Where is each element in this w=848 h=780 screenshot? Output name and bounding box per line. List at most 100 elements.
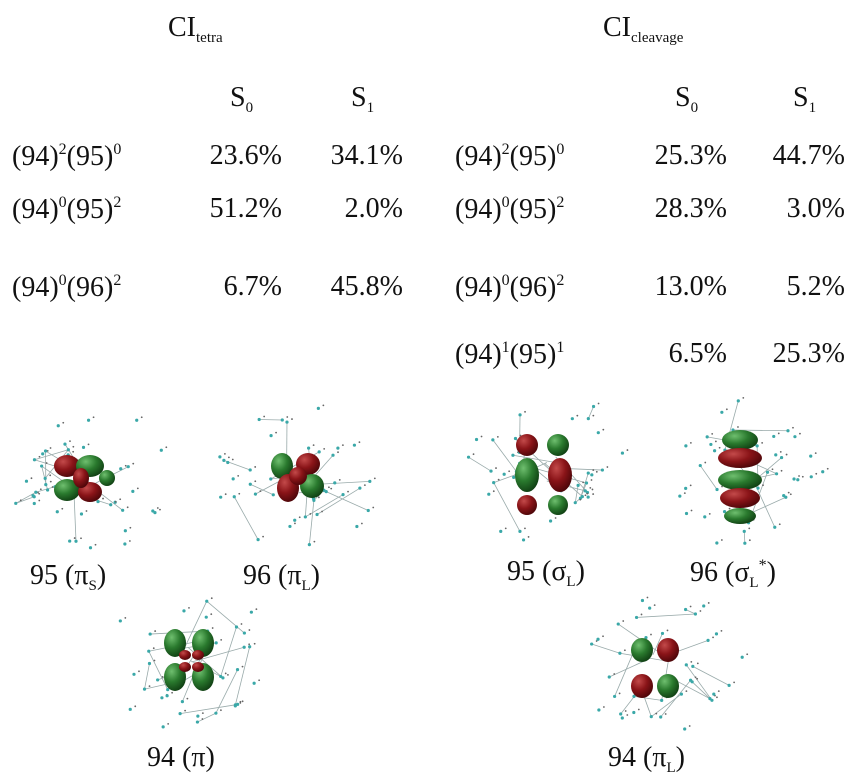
- hydrogen: [40, 488, 42, 490]
- hydrogen: [299, 516, 301, 518]
- hydrogen: [733, 681, 735, 683]
- hydrogen: [737, 426, 739, 428]
- atom: [127, 465, 130, 468]
- atom: [46, 488, 49, 491]
- hydrogen: [665, 713, 667, 715]
- atom: [221, 676, 224, 679]
- occupation: 0: [59, 194, 67, 211]
- atom: [581, 495, 584, 498]
- atom: [487, 493, 490, 496]
- weight: 28.3%: [655, 193, 727, 224]
- atom: [219, 496, 222, 499]
- hydrogen: [799, 433, 801, 435]
- atom: [33, 458, 36, 461]
- hydrogen: [622, 620, 624, 622]
- subscript: tetra: [196, 30, 223, 46]
- main-text: S: [675, 82, 691, 113]
- hydrogen: [263, 416, 265, 418]
- atom: [149, 632, 152, 635]
- molecule: [678, 397, 828, 545]
- table-title: CIcleavage: [603, 14, 683, 46]
- weight: 3.0%: [787, 193, 845, 224]
- hydrogen: [374, 477, 376, 479]
- weight: 13.0%: [655, 271, 727, 302]
- hydrogen: [167, 723, 169, 725]
- atom: [775, 472, 778, 475]
- atom: [333, 481, 336, 484]
- orbital-number: (95): [510, 141, 557, 172]
- atom: [684, 608, 687, 611]
- atom: [143, 687, 146, 690]
- atom: [685, 512, 688, 515]
- hydrogen: [690, 661, 692, 663]
- column-header: S1: [351, 84, 374, 116]
- orbital-label: 96 (σL*): [690, 558, 776, 591]
- atom: [57, 424, 60, 427]
- atom: [587, 417, 590, 420]
- hydrogen: [602, 429, 604, 431]
- atom: [226, 461, 229, 464]
- occupation: 2: [556, 272, 564, 289]
- bond: [234, 497, 258, 540]
- hydrogen: [780, 451, 782, 453]
- hydrogen: [781, 470, 783, 472]
- subscript: cleavage: [631, 30, 683, 46]
- orbital-label: 94 (π): [147, 744, 215, 772]
- atom: [258, 418, 261, 421]
- atom: [756, 444, 759, 447]
- configuration: (94)2(95)0: [455, 142, 564, 171]
- atom: [131, 490, 134, 493]
- bond: [250, 484, 273, 495]
- weight-cell: 28.3%: [655, 195, 727, 223]
- atom: [613, 695, 616, 698]
- atom: [44, 477, 47, 480]
- orbital-lobe: [548, 458, 572, 492]
- atom: [618, 652, 621, 655]
- hydrogen: [323, 448, 325, 450]
- orbital-images: [0, 0, 848, 780]
- main-text: S: [351, 82, 367, 113]
- hydrogen: [586, 493, 588, 495]
- label-text: ): [676, 742, 685, 773]
- atom: [56, 510, 59, 513]
- subscript: L: [301, 578, 310, 594]
- atom: [318, 450, 321, 453]
- hydrogen: [171, 692, 173, 694]
- atom: [215, 641, 218, 644]
- hydrogen: [119, 498, 121, 500]
- hydrogen: [254, 480, 256, 482]
- hydrogen: [291, 418, 293, 420]
- hydrogen: [689, 725, 691, 727]
- atom: [307, 447, 310, 450]
- orbital-lobe: [73, 468, 89, 488]
- hydrogen: [225, 673, 227, 675]
- hydrogen: [129, 540, 131, 542]
- atom: [518, 530, 521, 533]
- atom: [123, 542, 126, 545]
- subscript: S: [88, 578, 96, 594]
- atom: [109, 503, 112, 506]
- atom: [179, 712, 182, 715]
- hydrogen: [716, 696, 718, 698]
- atom: [222, 459, 225, 462]
- occupation: 1: [556, 339, 564, 356]
- hydrogen: [141, 416, 143, 418]
- weight-cell: 34.1%: [331, 142, 403, 170]
- orbital-lobe: [718, 470, 762, 490]
- bond: [637, 614, 696, 617]
- main-text: CI: [603, 12, 631, 43]
- bond: [309, 500, 314, 544]
- atom: [288, 525, 291, 528]
- hydrogen: [700, 610, 702, 612]
- atom: [661, 632, 664, 635]
- hydrogen: [38, 500, 40, 502]
- hydrogen: [606, 466, 608, 468]
- atom: [467, 456, 470, 459]
- hydrogen: [38, 493, 40, 495]
- atom: [68, 539, 71, 542]
- atom: [196, 720, 199, 723]
- subscript: 1: [367, 100, 375, 116]
- hydrogen: [704, 462, 706, 464]
- hydrogen: [498, 479, 500, 481]
- column-header: S1: [793, 84, 816, 116]
